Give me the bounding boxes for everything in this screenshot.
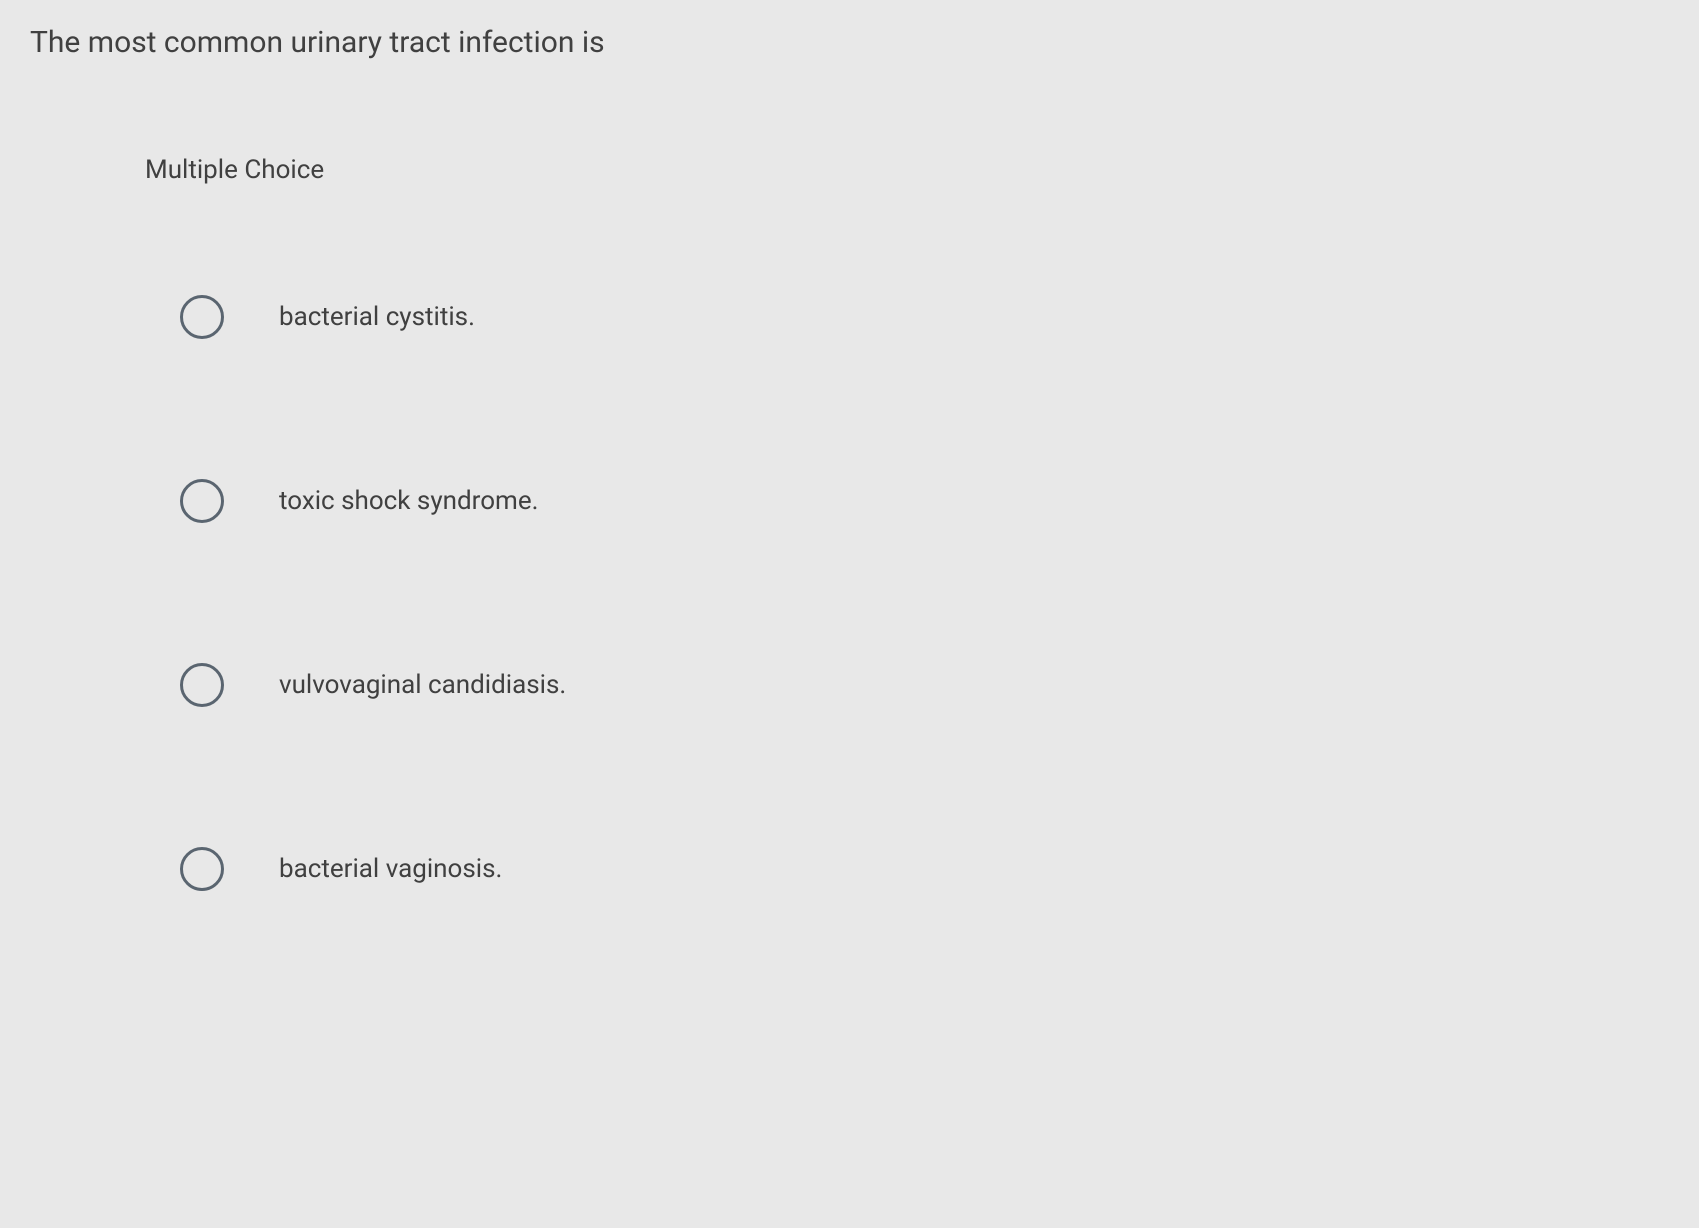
option-label: vulvovaginal candidiasis. bbox=[279, 670, 566, 700]
question-text: The most common urinary tract infection … bbox=[30, 25, 1669, 60]
option-row-3[interactable]: vulvovaginal candidiasis. bbox=[180, 663, 1669, 707]
radio-icon bbox=[180, 847, 224, 891]
radio-icon bbox=[180, 295, 224, 339]
multiple-choice-section: Multiple Choice bacterial cystitis. toxi… bbox=[30, 155, 1669, 891]
quiz-container: The most common urinary tract infection … bbox=[0, 0, 1699, 916]
option-label: toxic shock syndrome. bbox=[279, 486, 538, 516]
section-title: Multiple Choice bbox=[145, 155, 1669, 185]
option-label: bacterial cystitis. bbox=[279, 302, 475, 332]
option-label: bacterial vaginosis. bbox=[279, 854, 502, 884]
radio-icon bbox=[180, 663, 224, 707]
option-row-2[interactable]: toxic shock syndrome. bbox=[180, 479, 1669, 523]
option-row-4[interactable]: bacterial vaginosis. bbox=[180, 847, 1669, 891]
option-row-1[interactable]: bacterial cystitis. bbox=[180, 295, 1669, 339]
options-list: bacterial cystitis. toxic shock syndrome… bbox=[145, 295, 1669, 891]
radio-icon bbox=[180, 479, 224, 523]
